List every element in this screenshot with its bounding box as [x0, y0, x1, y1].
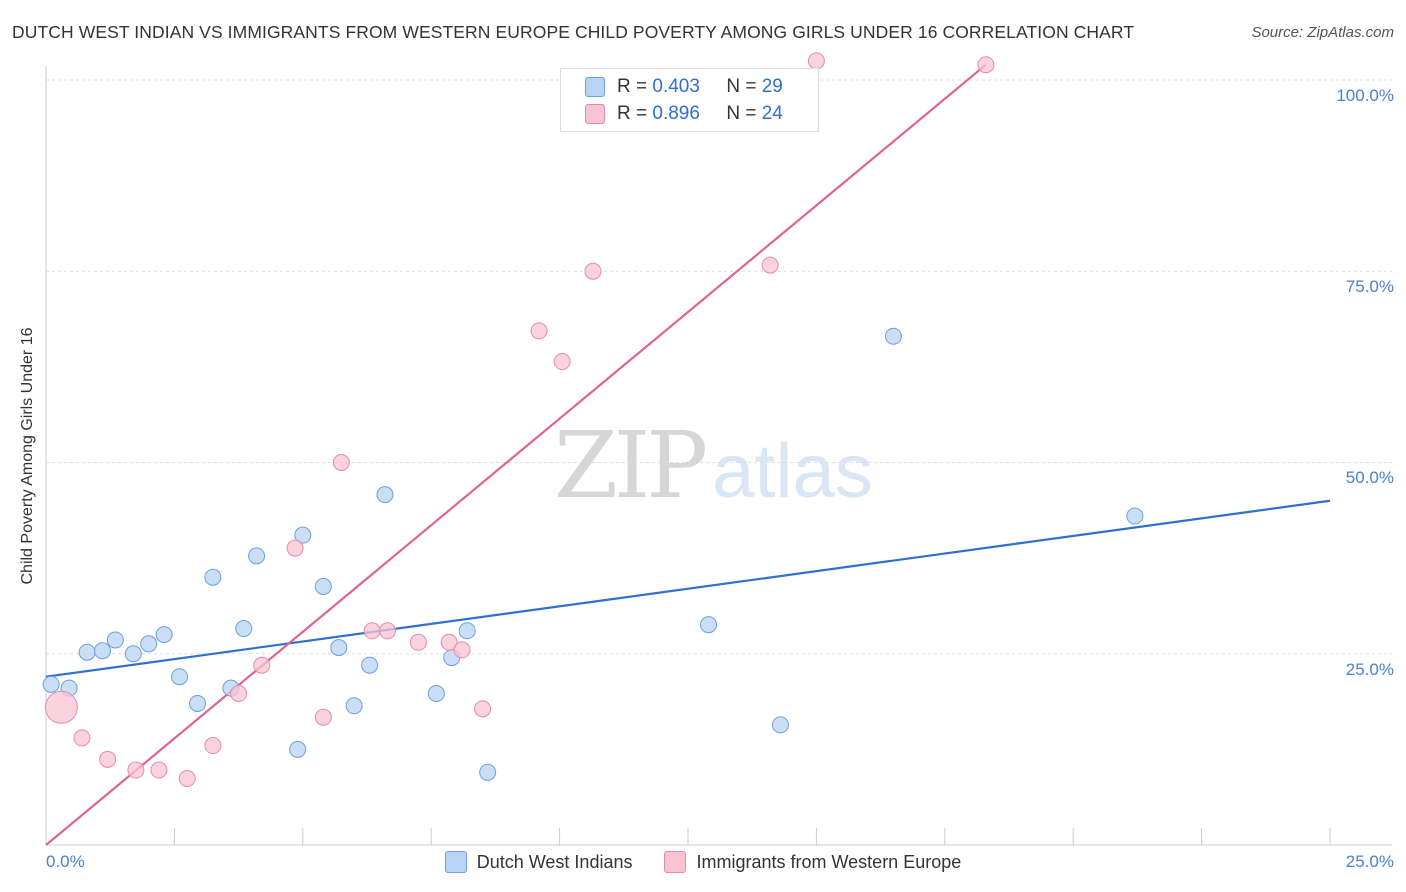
- data-point-dutch-west-indians: [458, 622, 476, 640]
- data-point-immigrants: [150, 761, 168, 779]
- data-point-dutch-west-indians: [171, 668, 189, 686]
- legend-r-value: 0.896: [652, 103, 700, 124]
- data-point-immigrants: [99, 750, 117, 768]
- data-point-dutch-west-indians: [204, 568, 222, 586]
- data-point-dutch-west-indians: [106, 631, 124, 649]
- legend-item-immigrants: Immigrants from Western Europe: [664, 851, 961, 873]
- legend-r-label: R =: [617, 76, 648, 97]
- legend-n-label: N =: [726, 103, 757, 124]
- data-points: [42, 52, 1144, 787]
- trend-line-dutch-west-indians: [45, 499, 1331, 678]
- legend-n-value: 29: [761, 76, 783, 97]
- watermark-zip: ZIP: [554, 412, 708, 519]
- data-point-dutch-west-indians: [884, 327, 902, 345]
- data-point-immigrants: [314, 708, 332, 726]
- data-point-immigrants: [178, 769, 196, 787]
- y-tick-75: 75.0%: [1345, 277, 1394, 296]
- gridlines: [46, 79, 1392, 655]
- data-point-dutch-west-indians: [155, 626, 173, 644]
- legend-swatch-pink: [585, 104, 605, 124]
- data-point-immigrants: [253, 656, 271, 674]
- data-point-dutch-west-indians: [294, 526, 312, 544]
- data-point-immigrants: [230, 685, 248, 703]
- legend-label-immigrants: Immigrants from Western Europe: [696, 851, 962, 872]
- data-point-immigrants: [204, 737, 222, 755]
- data-point-immigrants: [363, 622, 381, 640]
- legend-row-dutch-west-indians: R = 0.403 N = 29: [585, 75, 783, 99]
- data-point-immigrants: [453, 641, 471, 659]
- legend-item-dutch-west-indians: Dutch West Indians: [444, 851, 633, 873]
- legend-r-label: R =: [617, 103, 648, 124]
- data-point-dutch-west-indians: [42, 675, 60, 693]
- data-point-dutch-west-indians: [376, 486, 394, 504]
- data-point-dutch-west-indians: [314, 577, 332, 595]
- correlation-legend: R = 0.403 N = 29 R = 0.896 N = 24: [560, 68, 819, 132]
- trend-line-immigrants: [45, 63, 987, 846]
- data-point-immigrants: [584, 262, 602, 280]
- legend-n-label: N =: [726, 76, 757, 97]
- legend-label-dutch-west-indians: Dutch West Indians: [476, 851, 633, 872]
- data-point-immigrants: [807, 52, 825, 70]
- data-point-dutch-west-indians: [78, 643, 96, 661]
- y-tick-25: 25.0%: [1345, 660, 1394, 679]
- data-point-immigrants: [44, 690, 78, 724]
- data-point-dutch-west-indians: [189, 694, 207, 712]
- source-credit: Source: ZipAtlas.com: [1251, 24, 1394, 41]
- y-axis-label: Child Poverty Among Girls Under 16: [19, 327, 36, 585]
- data-point-immigrants: [977, 56, 995, 74]
- data-point-dutch-west-indians: [479, 763, 497, 781]
- data-point-immigrants: [409, 633, 427, 651]
- x-tick-min: 0.0%: [46, 852, 85, 871]
- x-tick-max: 25.0%: [1345, 852, 1394, 871]
- data-point-immigrants: [73, 729, 91, 747]
- data-point-immigrants: [379, 622, 397, 640]
- y-tick-100: 100.0%: [1336, 86, 1394, 105]
- trend-lines: [45, 63, 1331, 846]
- legend-n-value: 24: [761, 103, 783, 124]
- data-point-immigrants: [286, 539, 304, 557]
- data-point-dutch-west-indians: [330, 639, 348, 657]
- watermark-atlas: atlas: [712, 429, 873, 514]
- data-point-immigrants: [127, 761, 145, 779]
- y-tick-50: 50.0%: [1345, 468, 1394, 487]
- legend-swatch-pink: [664, 851, 687, 873]
- data-point-immigrants: [553, 353, 571, 371]
- data-point-dutch-west-indians: [361, 656, 379, 674]
- data-point-dutch-west-indians: [771, 716, 789, 734]
- data-point-dutch-west-indians: [235, 620, 253, 638]
- legend-swatch-blue: [444, 851, 467, 873]
- axes: [45, 66, 1392, 846]
- data-point-dutch-west-indians: [427, 685, 445, 703]
- series-legend: Dutch West Indians Immigrants from Weste…: [0, 851, 1406, 873]
- data-point-dutch-west-indians: [345, 697, 363, 715]
- data-point-dutch-west-indians: [1126, 507, 1144, 525]
- data-point-immigrants: [332, 454, 350, 471]
- data-point-immigrants: [761, 256, 779, 274]
- data-point-dutch-west-indians: [700, 616, 718, 634]
- data-point-dutch-west-indians: [140, 635, 158, 653]
- data-point-dutch-west-indians: [93, 642, 111, 660]
- data-point-dutch-west-indians: [289, 740, 307, 758]
- legend-row-immigrants: R = 0.896 N = 24: [585, 102, 783, 126]
- data-point-immigrants: [440, 633, 458, 651]
- legend-r-value: 0.403: [652, 76, 700, 97]
- data-point-immigrants: [530, 322, 548, 340]
- legend-swatch-blue: [585, 77, 605, 97]
- data-point-immigrants: [474, 700, 492, 718]
- data-point-dutch-west-indians: [124, 645, 142, 663]
- chart-title: DUTCH WEST INDIAN VS IMMIGRANTS FROM WES…: [12, 22, 1135, 42]
- data-point-dutch-west-indians: [248, 547, 266, 565]
- watermark: ZIP atlas: [554, 412, 873, 519]
